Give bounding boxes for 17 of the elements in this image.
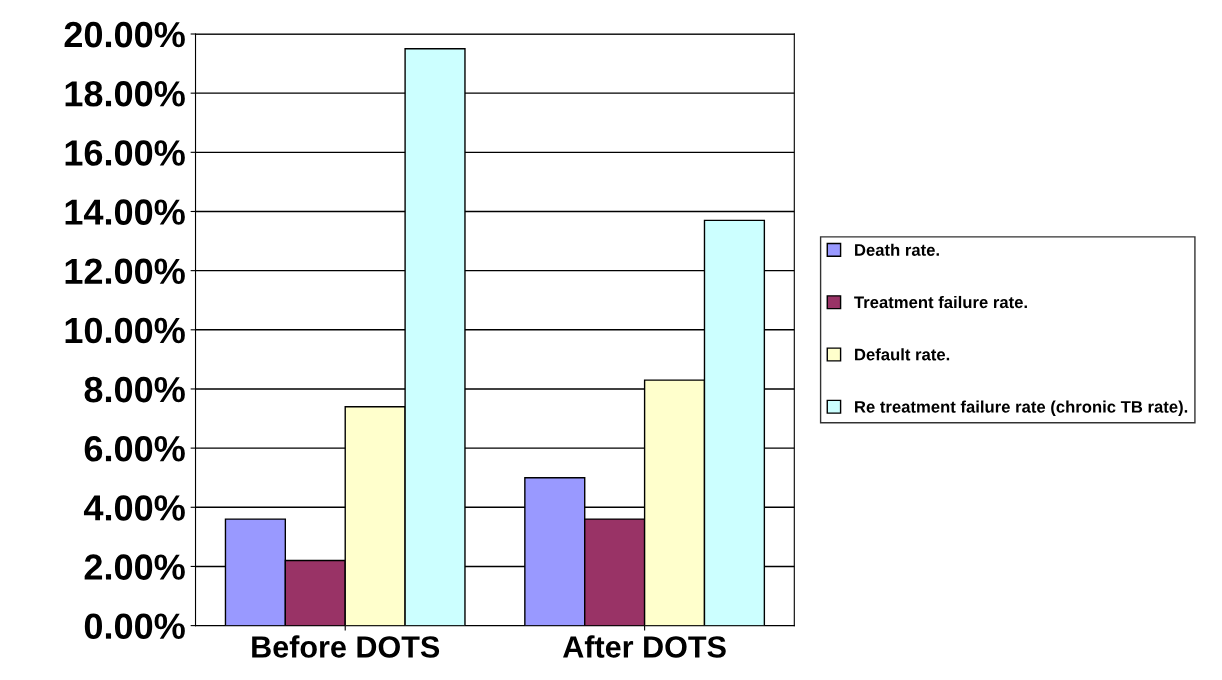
legend-label: Treatment failure rate. [854, 295, 1027, 309]
y-tick-label: 18.00% [65, 81, 185, 107]
x-tick-label: After DOTS [563, 635, 726, 658]
x-tick-label: Before DOTS [252, 635, 440, 658]
legend-label: Re treatment failure rate (chronic TB rate). [855, 400, 1188, 417]
legend-label: Death rate. [855, 243, 939, 256]
y-tick-label: 16.00% [65, 140, 185, 166]
legend-label: Default rate. [855, 348, 950, 361]
y-tick-label: 6.00% [84, 435, 185, 462]
y-tick-label: 10.00% [65, 317, 185, 344]
y-tick-label: 2.00% [84, 554, 185, 580]
y-tick-label: 20.00% [64, 21, 185, 48]
y-tick-label: 0.00% [84, 613, 185, 640]
y-tick-label: 14.00% [65, 199, 185, 225]
y-tick-label: 8.00% [84, 376, 185, 403]
y-tick-label: 4.00% [83, 495, 185, 521]
y-tick-label: 12.00% [65, 258, 185, 285]
